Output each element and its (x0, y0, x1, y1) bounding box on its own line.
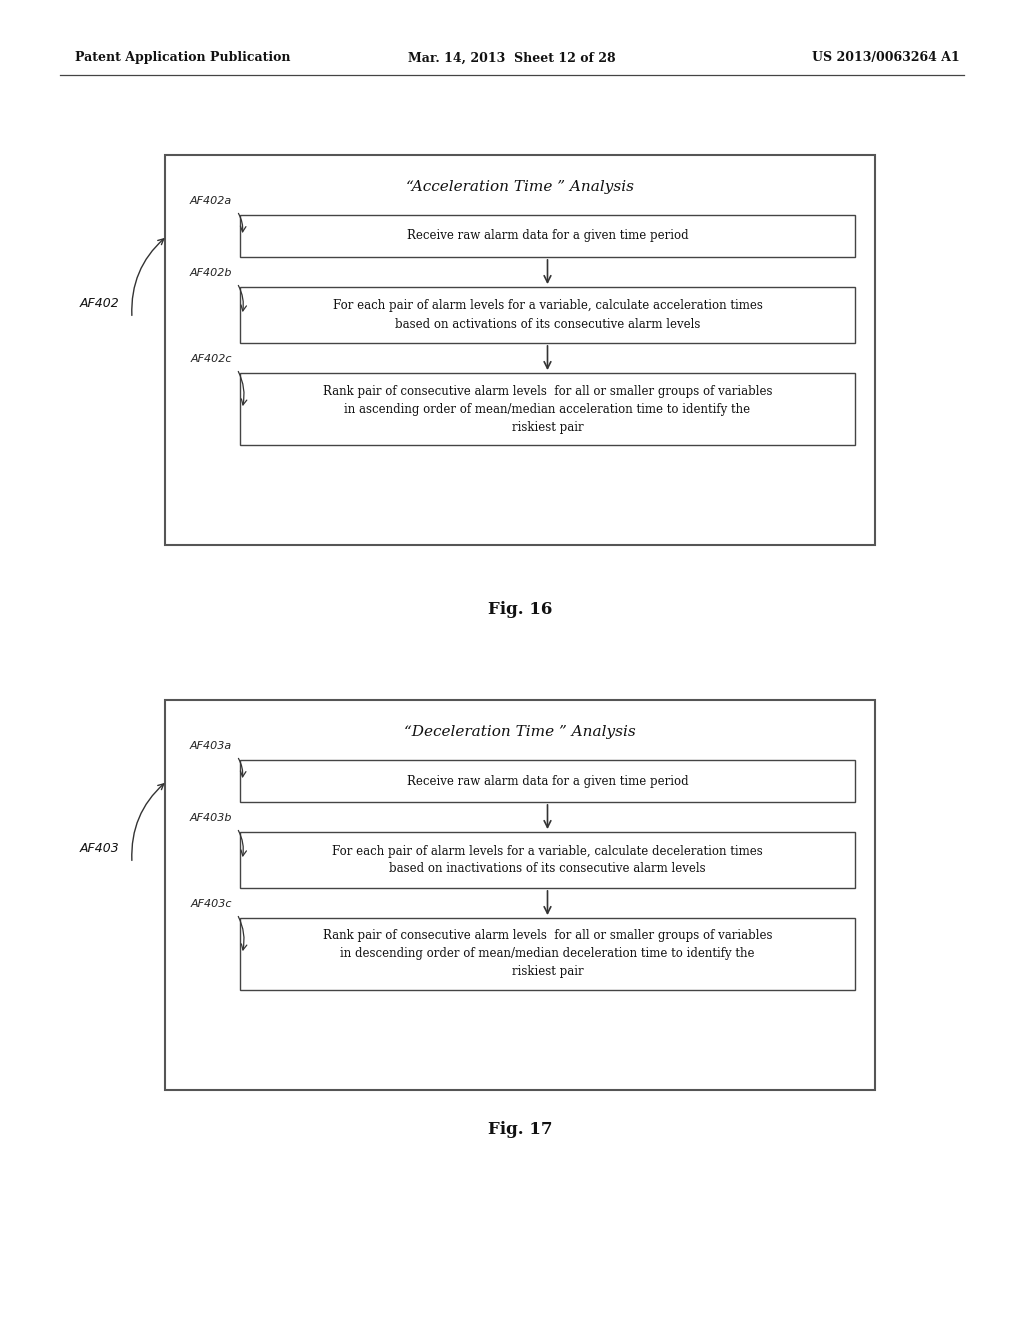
Text: For each pair of alarm levels for a variable, calculate deceleration times
based: For each pair of alarm levels for a vari… (332, 845, 763, 875)
Text: Patent Application Publication: Patent Application Publication (75, 51, 291, 65)
Bar (240, 917, 855, 990)
Text: AF403: AF403 (80, 842, 120, 855)
Text: Rank pair of consecutive alarm levels  for all or smaller groups of variables
in: Rank pair of consecutive alarm levels fo… (323, 929, 772, 978)
Text: AF403c: AF403c (190, 899, 232, 909)
Text: Receive raw alarm data for a given time period: Receive raw alarm data for a given time … (407, 775, 688, 788)
Text: Mar. 14, 2013  Sheet 12 of 28: Mar. 14, 2013 Sheet 12 of 28 (409, 51, 615, 65)
Bar (165, 700, 874, 1090)
Text: AF403b: AF403b (189, 813, 232, 822)
Bar (240, 374, 855, 445)
Text: AF402b: AF402b (189, 268, 232, 279)
Text: Receive raw alarm data for a given time period: Receive raw alarm data for a given time … (407, 230, 688, 243)
Text: AF403a: AF403a (189, 741, 232, 751)
Text: “Acceleration Time ” Analysis: “Acceleration Time ” Analysis (406, 180, 634, 194)
Bar (240, 832, 855, 888)
Text: Rank pair of consecutive alarm levels  for all or smaller groups of variables
in: Rank pair of consecutive alarm levels fo… (323, 384, 772, 433)
Text: Fig. 16: Fig. 16 (487, 602, 552, 619)
Text: “Deceleration Time ” Analysis: “Deceleration Time ” Analysis (404, 725, 636, 739)
Text: AF402: AF402 (80, 297, 120, 310)
Text: For each pair of alarm levels for a variable, calculate acceleration times
based: For each pair of alarm levels for a vari… (333, 300, 763, 330)
Text: US 2013/0063264 A1: US 2013/0063264 A1 (812, 51, 961, 65)
Text: Fig. 17: Fig. 17 (487, 1122, 552, 1138)
Bar (240, 760, 855, 803)
Bar (240, 286, 855, 343)
Text: AF402a: AF402a (189, 195, 232, 206)
Text: AF402c: AF402c (190, 354, 232, 364)
Bar (165, 154, 874, 545)
Bar (240, 215, 855, 257)
